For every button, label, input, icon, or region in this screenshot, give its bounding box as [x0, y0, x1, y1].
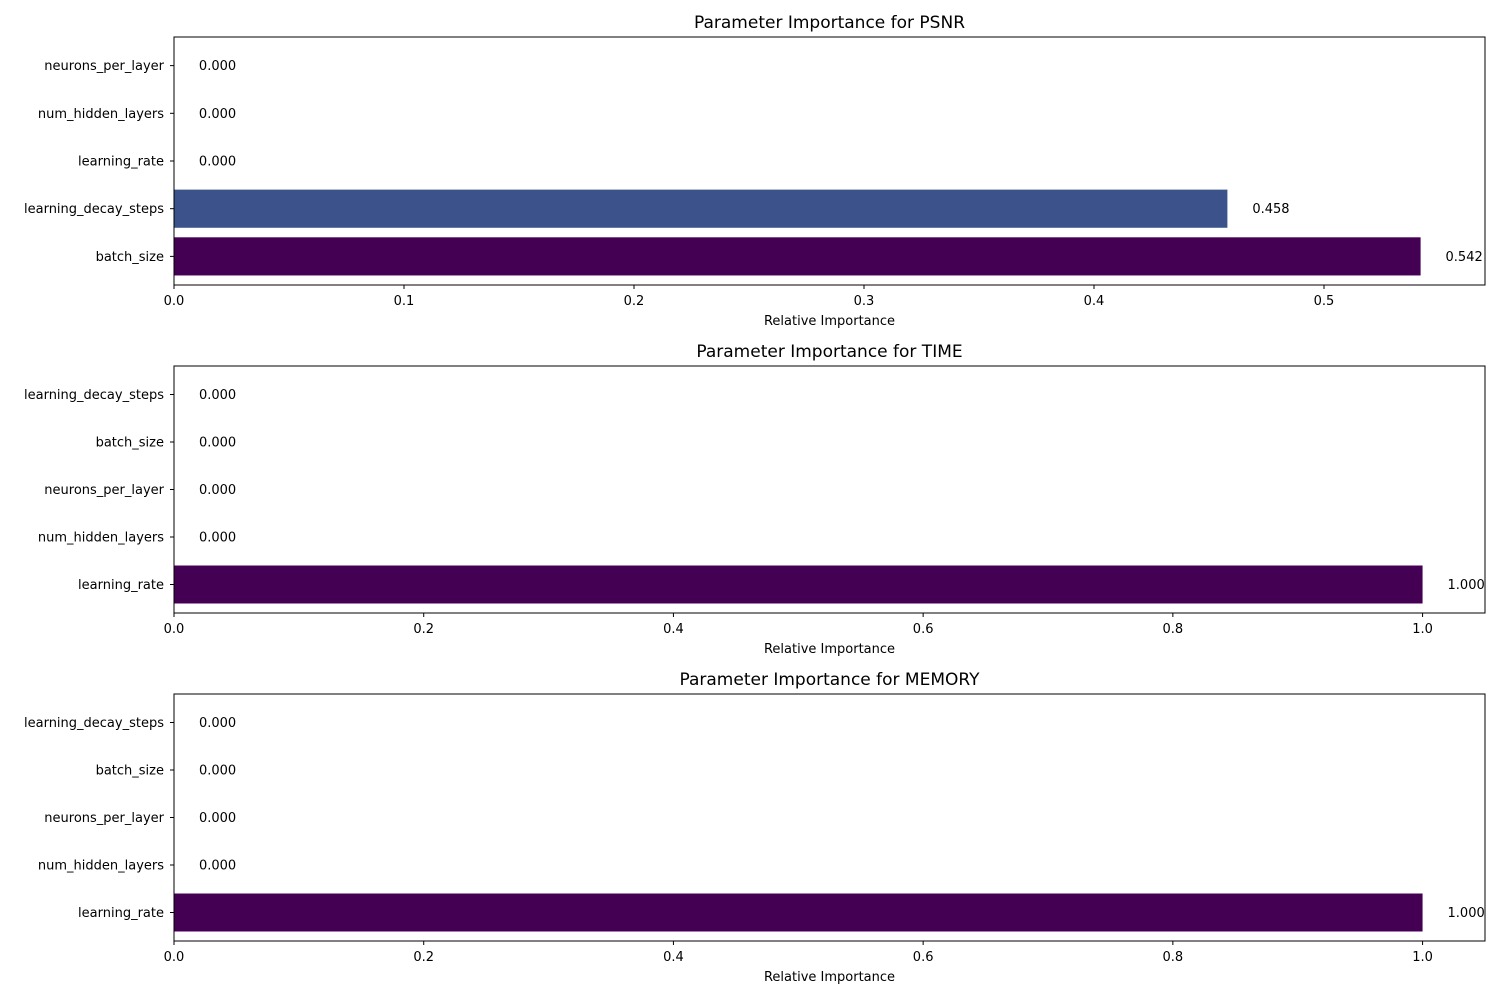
x-tick-label: 0.2 [413, 622, 434, 637]
value-label: 0.542 [1446, 250, 1483, 265]
y-tick-label: learning_decay_steps [24, 202, 164, 217]
x-axis-label: Relative Importance [764, 314, 895, 329]
value-label: 0.458 [1252, 202, 1289, 217]
bar-learning-rate [174, 565, 1423, 604]
x-tick-label: 0.2 [624, 294, 645, 309]
y-tick-label: learning_rate [78, 906, 164, 921]
x-tick-label: 0.3 [854, 294, 875, 309]
x-tick-label: 0.6 [913, 950, 934, 965]
y-tick-label: num_hidden_layers [38, 859, 164, 874]
plot-frame [173, 36, 1486, 286]
x-tick-label: 0.0 [164, 950, 185, 965]
value-label: 0.000 [199, 859, 236, 874]
value-label: 0.000 [199, 436, 236, 451]
x-tick-label: 0.0 [164, 294, 185, 309]
y-tick-label: batch_size [96, 764, 164, 779]
y-tick-label: learning_decay_steps [24, 388, 164, 403]
x-tick-label: 0.4 [663, 950, 684, 965]
y-tick-label: num_hidden_layers [38, 531, 164, 546]
x-axis-label: Relative Importance [764, 642, 895, 657]
y-tick-label: batch_size [96, 250, 164, 265]
value-label: 0.000 [199, 716, 236, 731]
x-tick-label: 0.6 [913, 622, 934, 637]
x-tick-label: 0.1 [394, 294, 415, 309]
value-label: 0.000 [199, 388, 236, 403]
y-tick-label: learning_decay_steps [24, 716, 164, 731]
y-tick-label: batch_size [96, 436, 164, 451]
x-tick-label: 1.0 [1412, 622, 1433, 637]
x-tick-label: 0.5 [1314, 294, 1335, 309]
x-tick-label: 0.8 [1163, 622, 1184, 637]
x-tick-label: 0.0 [164, 622, 185, 637]
chart-title: Parameter Importance for PSNR [694, 13, 965, 33]
bar-learning-rate [174, 893, 1423, 932]
bar-batch-size [174, 237, 1421, 276]
y-tick-label: learning_rate [78, 155, 164, 170]
chart-title: Parameter Importance for MEMORY [679, 670, 980, 690]
value-label: 0.000 [199, 107, 236, 122]
y-tick-label: learning_rate [78, 578, 164, 593]
x-tick-label: 0.4 [1084, 294, 1105, 309]
plot-frame [173, 693, 1486, 942]
y-tick-label: num_hidden_layers [38, 107, 164, 122]
y-tick-label: neurons_per_layer [44, 59, 164, 74]
y-tick-label: neurons_per_layer [44, 811, 164, 826]
value-label: 0.000 [199, 59, 236, 74]
value-label: 1.000 [1448, 906, 1485, 921]
chart-title: Parameter Importance for TIME [696, 342, 962, 362]
x-axis-label: Relative Importance [764, 970, 895, 985]
y-tick-label: neurons_per_layer [44, 483, 164, 498]
value-label: 1.000 [1448, 578, 1485, 593]
plot-frame [173, 365, 1486, 614]
x-tick-label: 0.4 [663, 622, 684, 637]
x-tick-label: 1.0 [1412, 950, 1433, 965]
x-tick-label: 0.8 [1163, 950, 1184, 965]
value-label: 0.000 [199, 155, 236, 170]
x-tick-label: 0.2 [413, 950, 434, 965]
value-label: 0.000 [199, 531, 236, 546]
bar-learning-decay-steps [174, 189, 1228, 228]
value-label: 0.000 [199, 483, 236, 498]
value-label: 0.000 [199, 811, 236, 826]
value-label: 0.000 [199, 764, 236, 779]
